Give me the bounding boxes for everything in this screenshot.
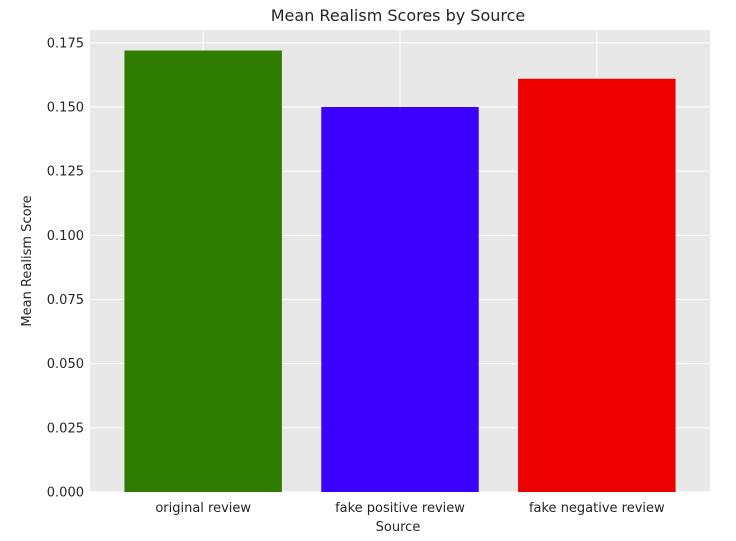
- bar-original-review: [124, 50, 282, 493]
- x-axis-label: Source: [376, 520, 421, 535]
- y-tick-label: 0.050: [47, 357, 84, 372]
- bar-fake-positive-review: [321, 107, 479, 492]
- x-tick-label: fake positive review: [335, 501, 465, 516]
- y-tick-label: 0.075: [47, 293, 84, 308]
- x-axis-ticks: original review fake positive review fake …: [155, 501, 665, 516]
- y-tick-label: 0.100: [47, 229, 84, 244]
- y-axis-ticks: 0.000 0.025 0.050 0.075 0.100 0.125 0.150 0.175: [47, 36, 84, 500]
- y-tick-label: 0.125: [47, 165, 84, 180]
- bars: [124, 50, 676, 493]
- x-tick-label: original review: [155, 501, 251, 516]
- chart-title: Mean Realism Scores by Source: [271, 6, 526, 25]
- y-axis-label: Mean Realism Score: [20, 195, 35, 326]
- y-tick-label: 0.175: [47, 36, 84, 51]
- y-tick-label: 0.000: [47, 486, 84, 501]
- y-tick-label: 0.150: [47, 101, 84, 116]
- y-tick-label: 0.025: [47, 421, 84, 436]
- x-tick-label: fake negative review: [529, 501, 665, 516]
- bar-fake-negative-review: [518, 78, 676, 493]
